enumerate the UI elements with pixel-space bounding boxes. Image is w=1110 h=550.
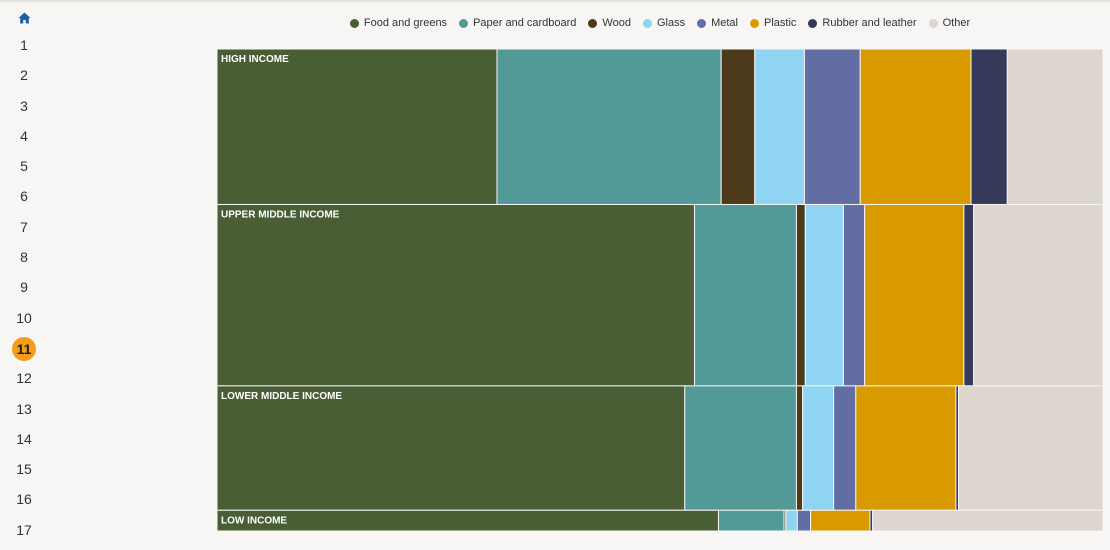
step-number: 2 bbox=[20, 67, 28, 84]
step-number: 11 bbox=[12, 337, 36, 362]
step-number: 9 bbox=[20, 279, 28, 296]
mekko-cell-lower-middle-income-5[interactable] bbox=[855, 385, 957, 511]
mekko-cell-low-income-0[interactable] bbox=[216, 509, 719, 532]
home-icon bbox=[18, 12, 30, 24]
mekko-cell-low-income-7[interactable] bbox=[872, 509, 1104, 532]
legend-item[interactable]: Plastic bbox=[750, 17, 796, 29]
step-link-7[interactable]: 7 bbox=[0, 212, 48, 242]
step-number: 13 bbox=[16, 400, 32, 417]
mekko-cell-upper-middle-income-5[interactable] bbox=[864, 203, 965, 387]
legend-item[interactable]: Wood bbox=[588, 17, 631, 29]
mekko-cell-upper-middle-income-0[interactable] bbox=[216, 203, 696, 387]
mekko-cell-low-income-3[interactable] bbox=[785, 509, 798, 532]
step-link-13[interactable]: 13 bbox=[0, 394, 48, 424]
step-number: 12 bbox=[16, 370, 32, 387]
legend-item[interactable]: Rubber and leather bbox=[808, 17, 917, 29]
mekko-cell-high-income-1[interactable] bbox=[496, 48, 722, 205]
mekko-cell-lower-middle-income-1[interactable] bbox=[684, 385, 797, 511]
band-label: LOWER MIDDLE INCOME bbox=[221, 391, 342, 402]
mekko-cell-high-income-4[interactable] bbox=[803, 48, 861, 205]
mekko-cell-high-income-7[interactable] bbox=[1006, 48, 1104, 205]
step-link-10[interactable]: 10 bbox=[0, 303, 48, 333]
mekko-cell-low-income-5[interactable] bbox=[810, 509, 871, 532]
mekko-cell-upper-middle-income-3[interactable] bbox=[804, 203, 844, 387]
step-link-3[interactable]: 3 bbox=[0, 91, 48, 121]
mekko-cell-lower-middle-income-3[interactable] bbox=[802, 385, 835, 511]
mekko-cell-high-income-0[interactable] bbox=[216, 48, 498, 205]
legend-swatch bbox=[697, 18, 707, 28]
mekko-cell-lower-middle-income-7[interactable] bbox=[958, 385, 1104, 511]
legend-item[interactable]: Metal bbox=[697, 17, 738, 29]
step-link-4[interactable]: 4 bbox=[0, 121, 48, 151]
step-link-9[interactable]: 9 bbox=[0, 272, 48, 302]
legend-label: Paper and cardboard bbox=[473, 17, 577, 29]
legend-swatch bbox=[750, 18, 759, 28]
mekko-cell-lower-middle-income-0[interactable] bbox=[216, 385, 686, 511]
mekko-cell-upper-middle-income-6[interactable] bbox=[963, 203, 975, 387]
band-label: HIGH INCOME bbox=[221, 54, 289, 65]
step-link-11[interactable]: 11 bbox=[0, 333, 48, 363]
chart-legend: Food and greens Paper and cardboard Wood Gl… bbox=[217, 17, 1103, 29]
step-link-6[interactable]: 6 bbox=[0, 181, 48, 211]
legend-label: Food and greens bbox=[363, 17, 448, 29]
legend-label: Metal bbox=[711, 17, 738, 29]
step-navigation: 1 2 3 4 5 6 7 8 9 10 11 12 13 14 15 16 17 bbox=[0, 8, 48, 545]
mekko-cell-high-income-6[interactable] bbox=[970, 48, 1008, 205]
step-number: 10 bbox=[16, 309, 32, 326]
step-link-2[interactable]: 2 bbox=[0, 60, 48, 90]
step-link-8[interactable]: 8 bbox=[0, 242, 48, 272]
mekko-cell-high-income-3[interactable] bbox=[754, 48, 805, 205]
top-divider bbox=[0, 0, 1110, 2]
legend-label: Glass bbox=[656, 17, 686, 29]
step-link-12[interactable]: 12 bbox=[0, 363, 48, 393]
step-link-14[interactable]: 14 bbox=[0, 424, 48, 454]
step-link-15[interactable]: 15 bbox=[0, 454, 48, 484]
legend-item[interactable]: Food and greens bbox=[349, 17, 448, 29]
step-number: 5 bbox=[20, 158, 28, 175]
legend-label: Rubber and leather bbox=[822, 17, 917, 29]
legend-swatch bbox=[928, 18, 938, 28]
step-number: 15 bbox=[16, 461, 32, 478]
mekko-cell-upper-middle-income-2[interactable] bbox=[795, 203, 806, 387]
step-number: 14 bbox=[16, 430, 32, 447]
step-link-1[interactable]: 1 bbox=[0, 30, 48, 60]
step-number: 4 bbox=[20, 127, 28, 144]
mekko-cell-lower-middle-income-2[interactable] bbox=[795, 385, 804, 511]
legend-swatch bbox=[808, 18, 818, 28]
legend-label: Plastic bbox=[764, 17, 797, 29]
legend-swatch bbox=[642, 18, 652, 28]
step-link-17[interactable]: 17 bbox=[0, 515, 48, 545]
mekko-cell-lower-middle-income-4[interactable] bbox=[833, 385, 857, 511]
band-label: LOW INCOME bbox=[221, 515, 287, 526]
step-link-16[interactable]: 16 bbox=[0, 484, 48, 514]
step-number: 8 bbox=[20, 249, 28, 266]
legend-label: Other bbox=[942, 17, 971, 29]
step-number: 6 bbox=[20, 188, 28, 205]
legend-label: Wood bbox=[602, 17, 631, 29]
mekko-cell-high-income-2[interactable] bbox=[720, 48, 756, 205]
mekko-cell-upper-middle-income-1[interactable] bbox=[694, 203, 797, 387]
band-label: UPPER MIDDLE INCOME bbox=[221, 209, 340, 220]
step-number: 16 bbox=[16, 491, 32, 508]
mekko-cell-low-income-1[interactable] bbox=[717, 509, 785, 532]
legend-item[interactable]: Paper and cardboard bbox=[459, 17, 576, 29]
step-link-5[interactable]: 5 bbox=[0, 151, 48, 181]
step-number: 7 bbox=[20, 218, 28, 235]
legend-swatch bbox=[349, 18, 359, 28]
step-number: 3 bbox=[20, 97, 28, 114]
mekko-cell-high-income-5[interactable] bbox=[859, 48, 972, 205]
step-number: 17 bbox=[16, 521, 32, 538]
legend-swatch bbox=[588, 18, 598, 28]
step-number: 1 bbox=[20, 37, 28, 53]
legend-item[interactable]: Glass bbox=[642, 17, 686, 29]
home-button[interactable] bbox=[0, 8, 48, 30]
mekko-cell-low-income-4[interactable] bbox=[796, 509, 812, 532]
mekko-cell-upper-middle-income-7[interactable] bbox=[973, 203, 1104, 387]
legend-item[interactable]: Other bbox=[928, 17, 971, 29]
mekko-cell-upper-middle-income-4[interactable] bbox=[842, 203, 866, 387]
legend-swatch bbox=[459, 18, 469, 28]
